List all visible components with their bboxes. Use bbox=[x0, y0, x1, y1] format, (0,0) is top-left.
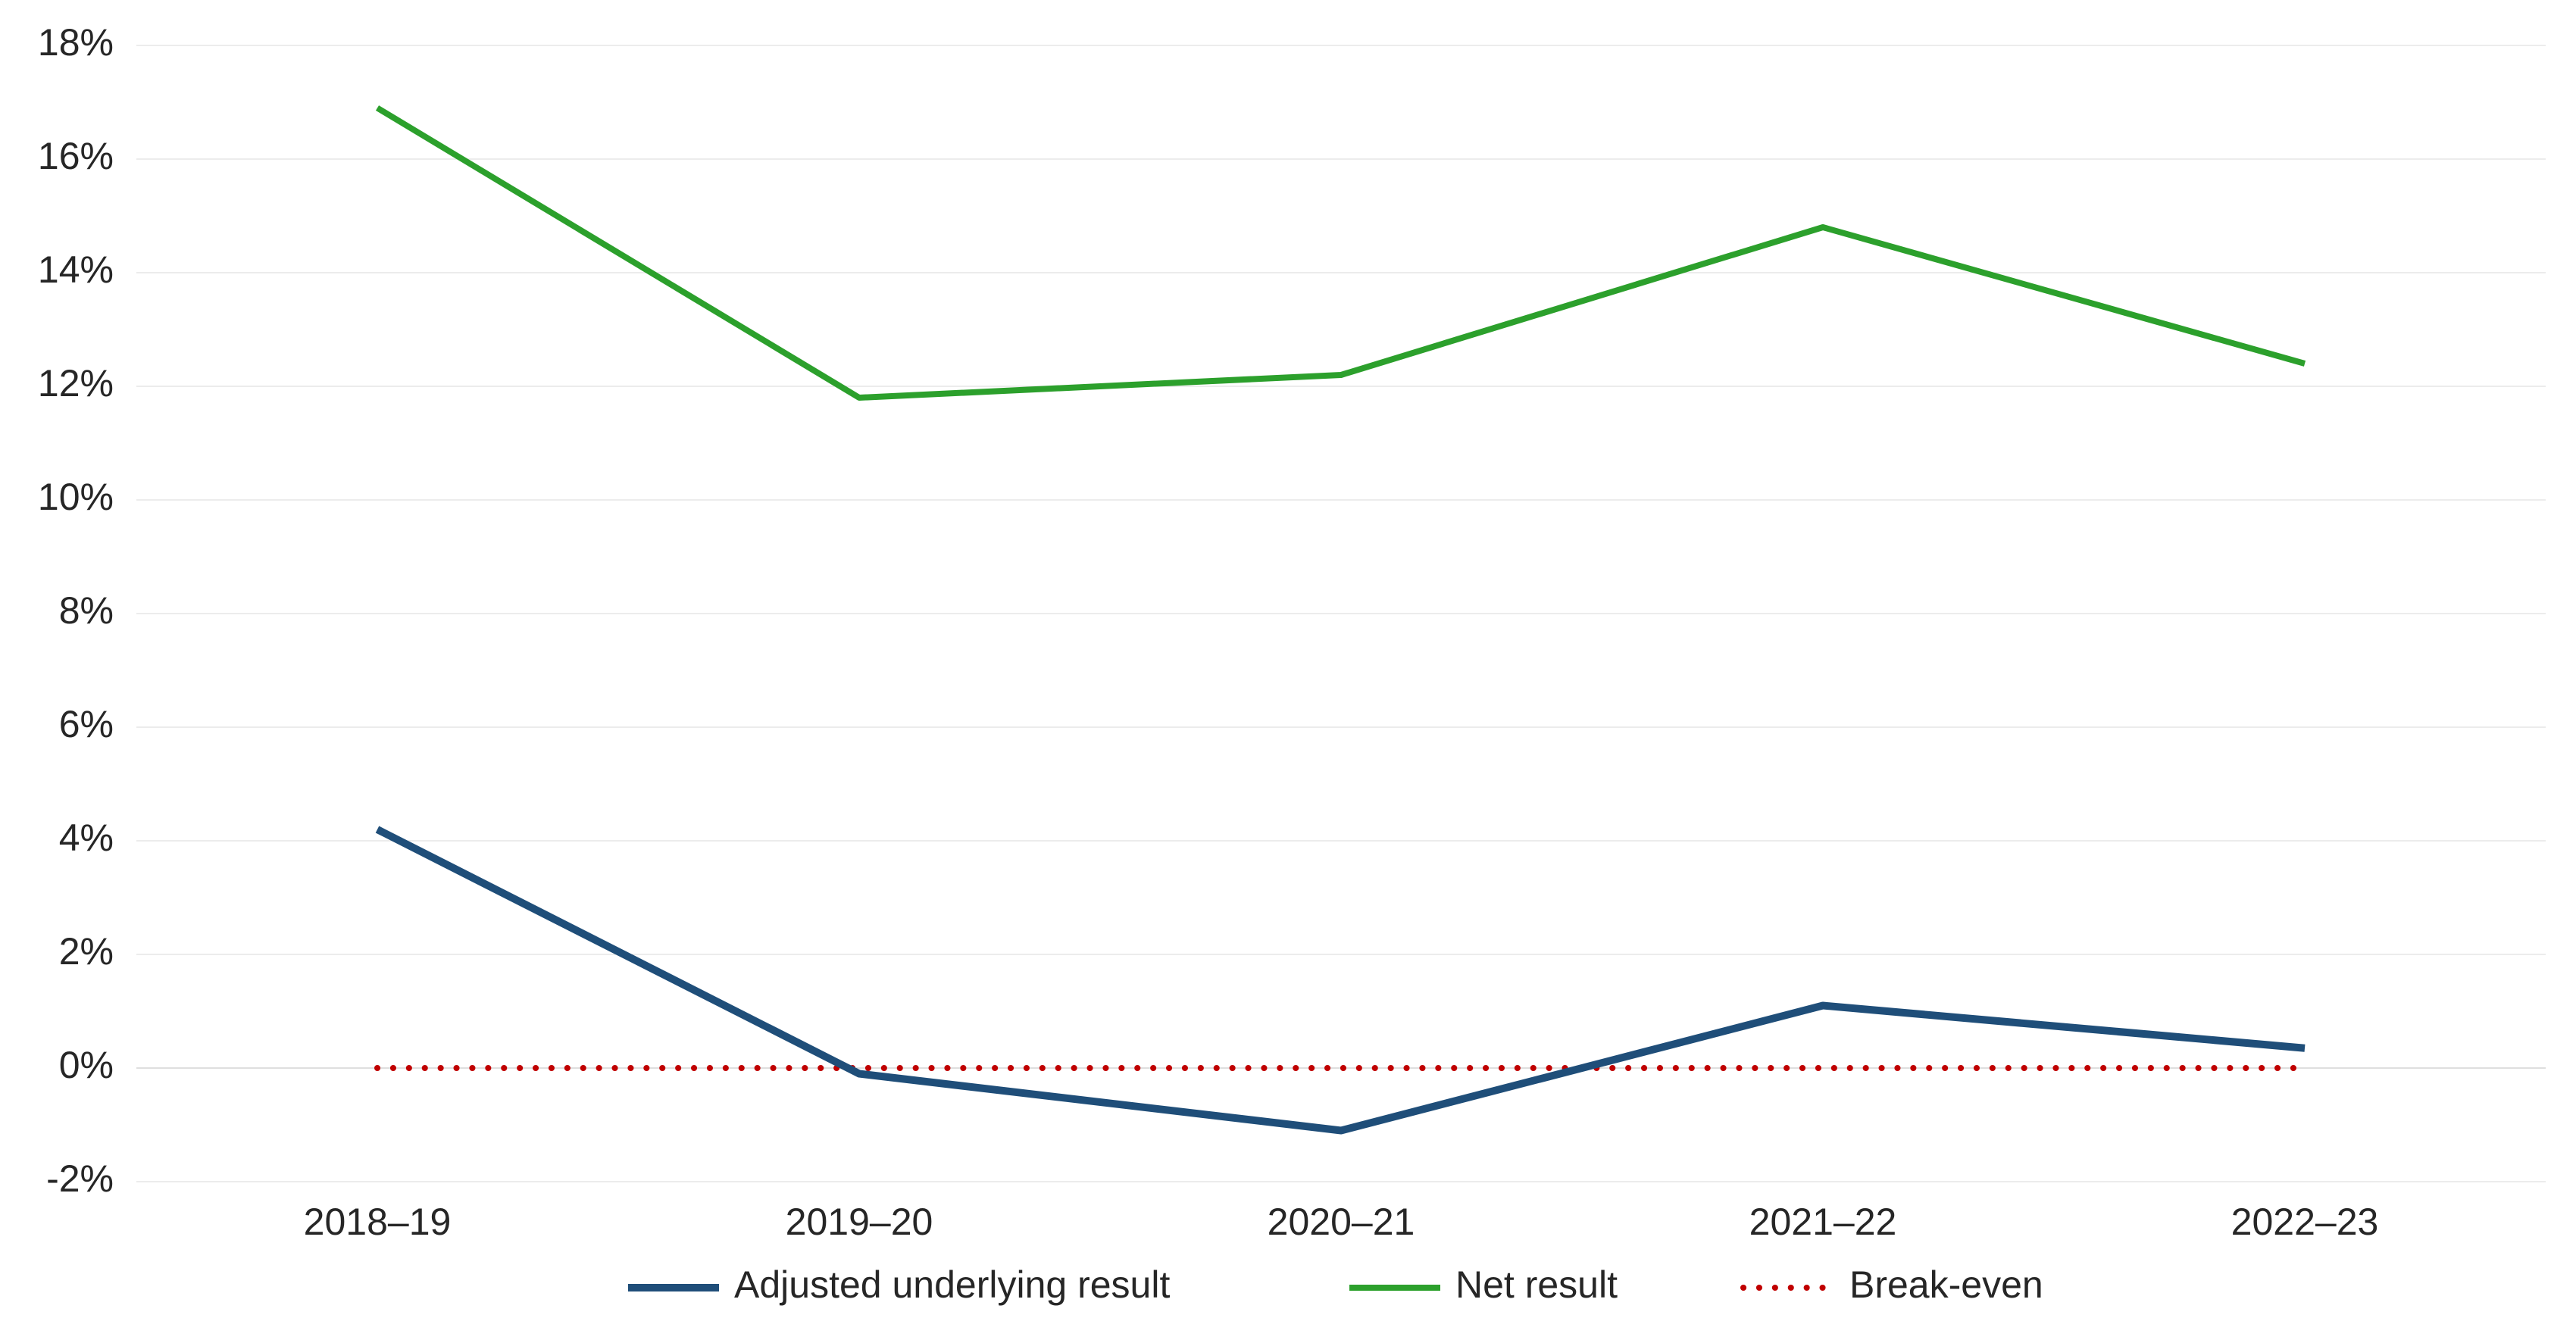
x-tick-label: 2020–21 bbox=[1268, 1201, 1415, 1243]
y-tick-label: 12% bbox=[38, 362, 114, 404]
y-tick-label: 16% bbox=[38, 135, 114, 177]
legend-label: Adjusted underlying result bbox=[734, 1263, 1170, 1306]
x-tick-label: 2018–19 bbox=[304, 1201, 452, 1243]
y-tick-label: 0% bbox=[59, 1044, 114, 1086]
x-tick-label: 2019–20 bbox=[786, 1201, 933, 1243]
y-tick-label: 14% bbox=[38, 248, 114, 291]
x-tick-label: 2021–22 bbox=[1749, 1201, 1897, 1243]
legend-label: Break-even bbox=[1849, 1263, 2043, 1306]
y-tick-label: 6% bbox=[59, 703, 114, 745]
y-tick-label: 2% bbox=[59, 930, 114, 973]
y-tick-label: 4% bbox=[59, 817, 114, 859]
legend-label: Net result bbox=[1455, 1263, 1618, 1306]
y-tick-label: 10% bbox=[38, 476, 114, 518]
y-tick-label: 18% bbox=[38, 21, 114, 64]
legend-item-net-result: Net result bbox=[1349, 1263, 1618, 1306]
y-tick-label: 8% bbox=[59, 589, 114, 632]
chart-svg: -2% 0% 2% 4% 6% 8% 10% 12% 14% 16% 18% 2018–19 2019–… bbox=[0, 0, 2576, 1343]
series-net-result bbox=[377, 108, 2305, 398]
legend-item-break-even: Break-even bbox=[1743, 1263, 2043, 1306]
x-tick-label: 2022–23 bbox=[2231, 1201, 2379, 1243]
legend-item-adjusted-underlying-result: Adjusted underlying result bbox=[628, 1263, 1170, 1306]
y-tick-label: -2% bbox=[46, 1157, 114, 1200]
line-chart: -2% 0% 2% 4% 6% 8% 10% 12% 14% 16% 18% 2018–19 2019–… bbox=[0, 0, 2576, 1343]
series-adjusted-underlying-result bbox=[377, 829, 2305, 1131]
